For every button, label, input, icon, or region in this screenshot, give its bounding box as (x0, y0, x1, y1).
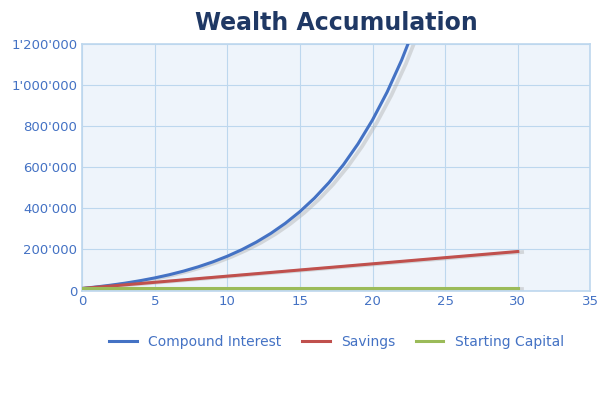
Savings (384, 260, 391, 265)
Savings (137, 281, 144, 286)
Savings (325, 265, 332, 270)
Starting Capital (311, 286, 318, 291)
Starting Capital (427, 286, 434, 291)
Compound Interest (325, 180, 332, 185)
Compound Interest (238, 247, 245, 252)
Compound Interest (209, 259, 217, 264)
Compound Interest (137, 278, 144, 283)
Compound Interest (122, 280, 129, 285)
Compound Interest (180, 269, 187, 274)
Starting Capital (470, 286, 478, 291)
Starting Capital (354, 286, 362, 291)
Compound Interest (282, 221, 289, 226)
Compound Interest (384, 90, 391, 94)
Savings (311, 266, 318, 271)
Starting Capital (398, 286, 405, 291)
Savings (412, 258, 420, 263)
Starting Capital (151, 286, 159, 291)
Starting Capital (485, 286, 492, 291)
Compound Interest (165, 272, 173, 277)
Starting Capital (296, 286, 304, 291)
Compound Interest (369, 117, 376, 122)
Starting Capital (253, 286, 260, 291)
Compound Interest (340, 162, 347, 167)
Compound Interest (93, 284, 100, 289)
Savings (180, 278, 187, 282)
Savings (93, 285, 100, 290)
Savings (107, 284, 115, 289)
Starting Capital (93, 286, 100, 291)
Compound Interest (253, 240, 260, 245)
Line: Compound Interest: Compound Interest (82, 0, 518, 289)
Starting Capital (165, 286, 173, 291)
Compound Interest (79, 286, 86, 291)
Starting Capital (209, 286, 217, 291)
Compound Interest (311, 196, 318, 201)
Starting Capital (180, 286, 187, 291)
Savings (238, 272, 245, 277)
Savings (296, 267, 304, 272)
Starting Capital (442, 286, 449, 291)
Compound Interest (354, 141, 362, 146)
Savings (282, 269, 289, 274)
Savings (79, 286, 86, 291)
Savings (442, 255, 449, 260)
Starting Capital (137, 286, 144, 291)
Savings (267, 270, 274, 275)
Compound Interest (107, 283, 115, 288)
Starting Capital (107, 286, 115, 291)
Savings (470, 253, 478, 258)
Starting Capital (122, 286, 129, 291)
Savings (253, 271, 260, 276)
Starting Capital (340, 286, 347, 291)
Legend: Compound Interest, Savings, Starting Capital: Compound Interest, Savings, Starting Cap… (103, 330, 569, 354)
Savings (224, 274, 231, 279)
Starting Capital (325, 286, 332, 291)
Starting Capital (369, 286, 376, 291)
Starting Capital (195, 286, 202, 291)
Starting Capital (514, 286, 522, 291)
Starting Capital (384, 286, 391, 291)
Starting Capital (412, 286, 420, 291)
Starting Capital (282, 286, 289, 291)
Compound Interest (412, 21, 420, 26)
Savings (500, 250, 507, 255)
Title: Wealth Accumulation: Wealth Accumulation (195, 11, 478, 35)
Line: Savings: Savings (82, 252, 518, 289)
Compound Interest (267, 231, 274, 236)
Savings (122, 282, 129, 287)
Starting Capital (224, 286, 231, 291)
Savings (354, 263, 362, 267)
Savings (151, 280, 159, 285)
Savings (209, 275, 217, 280)
Savings (398, 259, 405, 264)
Starting Capital (267, 286, 274, 291)
Savings (485, 252, 492, 256)
Savings (165, 279, 173, 284)
Savings (369, 261, 376, 266)
Compound Interest (296, 209, 304, 214)
Starting Capital (456, 286, 464, 291)
Savings (340, 264, 347, 269)
Savings (427, 256, 434, 261)
Starting Capital (79, 286, 86, 291)
Savings (195, 276, 202, 281)
Starting Capital (500, 286, 507, 291)
Starting Capital (238, 286, 245, 291)
Compound Interest (224, 254, 231, 258)
Compound Interest (195, 265, 202, 269)
Savings (514, 249, 522, 254)
Compound Interest (398, 58, 405, 63)
Compound Interest (151, 276, 159, 280)
Savings (456, 254, 464, 259)
